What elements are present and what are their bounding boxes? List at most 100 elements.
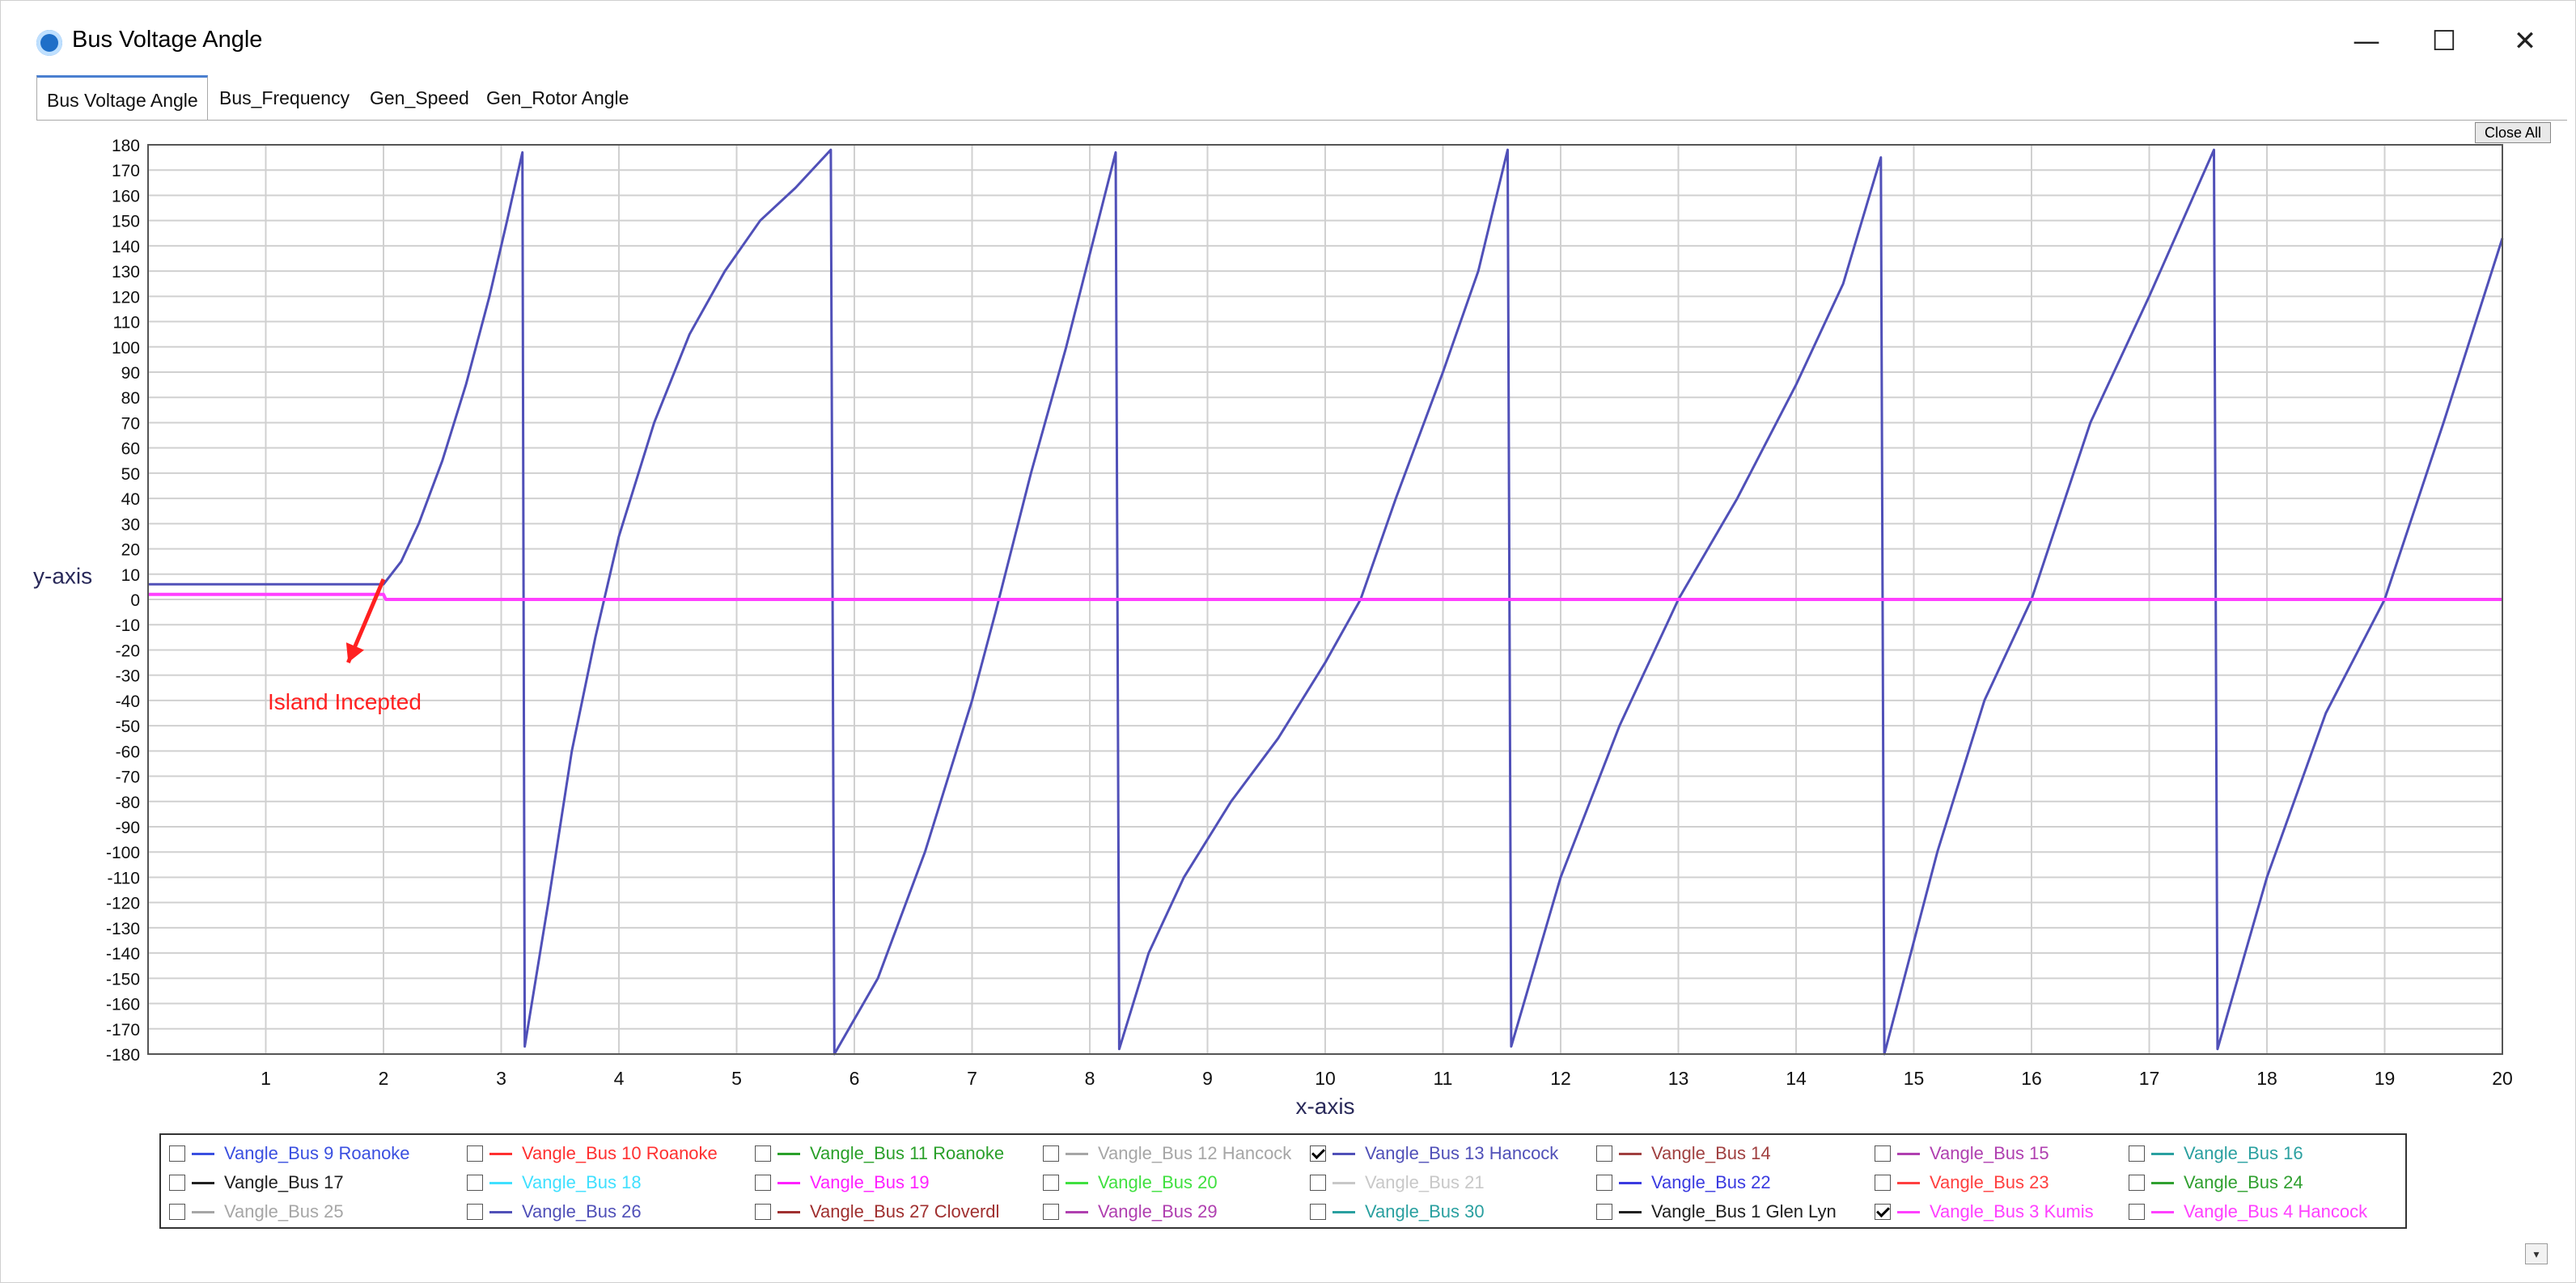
legend-checkbox[interactable] <box>169 1204 185 1220</box>
chart-series <box>148 148 2504 1056</box>
legend-checkbox[interactable] <box>1043 1145 1059 1162</box>
title-bar[interactable]: Bus Voltage Angle — ☐ ✕ <box>1 1 2575 75</box>
legend-swatch <box>2151 1152 2174 1155</box>
legend-checkbox[interactable] <box>1310 1175 1326 1191</box>
legend-checkbox[interactable] <box>1043 1204 1059 1220</box>
x-tick-label: 2 <box>379 1068 389 1089</box>
legend-checkbox[interactable] <box>1596 1175 1612 1191</box>
legend-item[interactable]: Vangle_Bus 9 Roanoke <box>169 1140 410 1167</box>
y-tick-label: 120 <box>112 288 140 307</box>
legend-checkbox[interactable] <box>1875 1204 1891 1220</box>
legend-item[interactable]: Vangle_Bus 30 <box>1310 1198 1485 1226</box>
legend-checkbox[interactable] <box>1875 1175 1891 1191</box>
legend-checkbox[interactable] <box>755 1145 771 1162</box>
y-tick-label: -170 <box>106 1021 140 1040</box>
legend-checkbox[interactable] <box>755 1204 771 1220</box>
legend-item[interactable]: Vangle_Bus 23 <box>1875 1169 2049 1196</box>
legend-checkbox[interactable] <box>169 1175 185 1191</box>
legend-checkbox[interactable] <box>1596 1204 1612 1220</box>
annotation-text: Island Incepted <box>268 689 422 714</box>
legend-item[interactable]: Vangle_Bus 11 Roanoke <box>755 1140 1004 1167</box>
y-tick-label: 30 <box>121 515 140 534</box>
y-tick-label: 20 <box>121 541 140 560</box>
voltage-angle-chart: 1801701601501401301201101009080706050403… <box>33 137 2513 1119</box>
x-tick-label: 20 <box>2492 1068 2513 1089</box>
y-tick-label: -10 <box>116 616 140 635</box>
legend-item[interactable]: Vangle_Bus 4 Hancock <box>2129 1198 2367 1226</box>
tab-gen-speed[interactable]: Gen_Speed <box>370 87 469 108</box>
y-tick-label: 50 <box>121 465 140 484</box>
close-all-button[interactable]: Close All <box>2475 122 2551 143</box>
legend-item[interactable]: Vangle_Bus 26 <box>467 1198 642 1226</box>
legend-swatch <box>489 1210 512 1213</box>
legend-item[interactable]: Vangle_Bus 22 <box>1596 1169 1771 1196</box>
x-tick-label: 9 <box>1202 1068 1213 1089</box>
legend-checkbox[interactable] <box>467 1175 483 1191</box>
legend-label: Vangle_Bus 23 <box>1930 1172 2049 1192</box>
legend-checkbox[interactable] <box>1310 1204 1326 1220</box>
legend-checkbox[interactable] <box>1875 1145 1891 1162</box>
legend-checkbox[interactable] <box>2129 1175 2145 1191</box>
y-tick-label: -20 <box>116 642 140 660</box>
legend-item[interactable]: Vangle_Bus 12 Hancock <box>1043 1140 1291 1167</box>
legend-checkbox[interactable] <box>755 1175 771 1191</box>
legend-item[interactable]: Vangle_Bus 13 Hancock <box>1310 1140 1558 1167</box>
legend-checkbox[interactable] <box>2129 1145 2145 1162</box>
legend-label: Vangle_Bus 27 Cloverdl <box>810 1201 1000 1222</box>
y-tick-label: 170 <box>112 162 140 180</box>
legend-label: Vangle_Bus 25 <box>224 1201 344 1222</box>
tab-gen-rotor-angle[interactable]: Gen_Rotor Angle <box>486 87 629 108</box>
legend-swatch <box>1897 1181 1920 1184</box>
legend-checkbox[interactable] <box>1596 1145 1612 1162</box>
legend-swatch <box>1332 1210 1355 1213</box>
legend-label: Vangle_Bus 1 Glen Lyn <box>1651 1201 1837 1222</box>
legend-item[interactable]: Vangle_Bus 16 <box>2129 1140 2303 1167</box>
legend-swatch <box>1332 1181 1355 1184</box>
legend-item[interactable]: Vangle_Bus 20 <box>1043 1169 1218 1196</box>
legend-label: Vangle_Bus 15 <box>1930 1143 2049 1163</box>
y-tick-label: 160 <box>112 187 140 205</box>
chevron-down-icon: ▾ <box>2533 1247 2540 1260</box>
chart-annotation: Island Incepted <box>268 578 422 714</box>
legend-item[interactable]: Vangle_Bus 15 <box>1875 1140 2049 1167</box>
minimize-button[interactable]: — <box>2328 17 2405 66</box>
legend-checkbox[interactable] <box>467 1204 483 1220</box>
y-tick-label: 130 <box>112 263 140 282</box>
legend-item[interactable]: Vangle_Bus 21 <box>1310 1169 1485 1196</box>
x-tick-label: 16 <box>2021 1068 2042 1089</box>
legend-label: Vangle_Bus 12 Hancock <box>1098 1143 1292 1163</box>
close-button[interactable]: ✕ <box>2486 17 2564 66</box>
tab-bus-voltage-angle[interactable]: Bus Voltage Angle <box>36 75 208 121</box>
legend-item[interactable]: Vangle_Bus 10 Roanoke <box>467 1140 718 1167</box>
y-tick-label: 10 <box>121 566 140 585</box>
y-tick-label: 100 <box>112 339 140 358</box>
maximize-button[interactable]: ☐ <box>2405 17 2483 66</box>
legend-checkbox[interactable] <box>169 1145 185 1162</box>
legend-item[interactable]: Vangle_Bus 29 <box>1043 1198 1218 1226</box>
legend-item[interactable]: Vangle_Bus 19 <box>755 1169 930 1196</box>
tab-bus-frequency[interactable]: Bus_Frequency <box>219 87 350 108</box>
y-tick-label: 150 <box>112 213 140 231</box>
legend-item[interactable]: Vangle_Bus 14 <box>1596 1140 1771 1167</box>
legend-checkbox[interactable] <box>1310 1145 1326 1162</box>
legend-item[interactable]: Vangle_Bus 27 Cloverdl <box>755 1198 999 1226</box>
y-tick-label: -110 <box>108 869 140 887</box>
legend-checkbox[interactable] <box>1043 1175 1059 1191</box>
y-tick-label: -100 <box>106 844 140 862</box>
y-tick-label: 40 <box>121 490 140 509</box>
legend-checkbox[interactable] <box>467 1145 483 1162</box>
legend-swatch <box>192 1210 214 1213</box>
legend-item[interactable]: Vangle_Bus 18 <box>467 1169 642 1196</box>
legend-item[interactable]: Vangle_Bus 3 Kumis <box>1875 1198 2094 1226</box>
legend-item[interactable]: Vangle_Bus 1 Glen Lyn <box>1596 1198 1837 1226</box>
y-tick-label: -140 <box>106 945 140 963</box>
legend-label: Vangle_Bus 17 <box>224 1172 344 1192</box>
legend-item[interactable]: Vangle_Bus 24 <box>2129 1169 2303 1196</box>
legend-item[interactable]: Vangle_Bus 25 <box>169 1198 344 1226</box>
x-axis-label: x-axis <box>1295 1094 1354 1119</box>
series-line <box>148 148 2504 1056</box>
x-tick-label: 4 <box>614 1068 625 1089</box>
legend-checkbox[interactable] <box>2129 1204 2145 1220</box>
legend-item[interactable]: Vangle_Bus 17 <box>169 1169 344 1196</box>
scroll-down-button[interactable]: ▾ <box>2525 1243 2548 1264</box>
